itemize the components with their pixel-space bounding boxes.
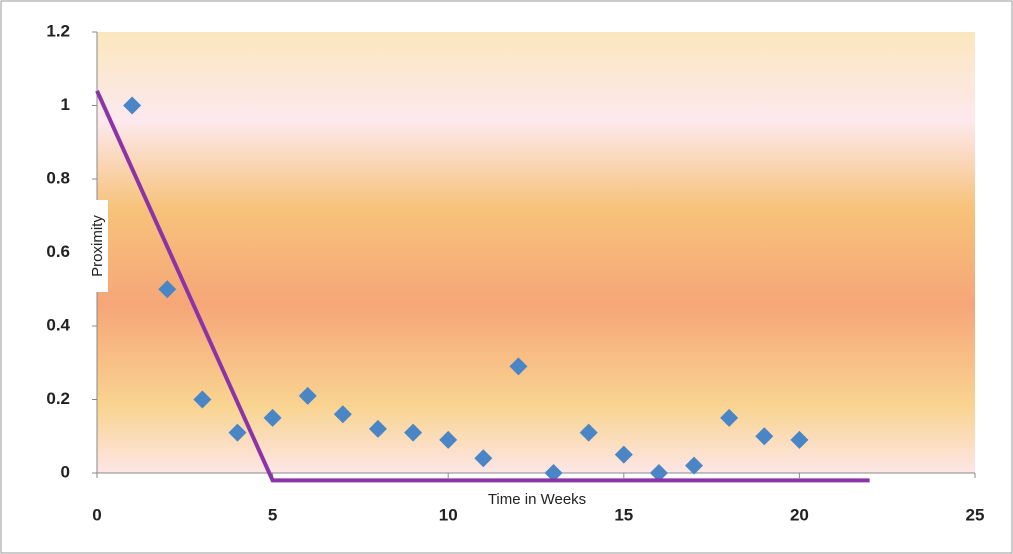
point	[685, 456, 704, 475]
x-tick-label: 15	[614, 505, 633, 524]
x-tick-label: 20	[790, 505, 809, 524]
point	[228, 423, 247, 442]
line	[95, 89, 870, 483]
point	[193, 390, 212, 409]
point	[544, 464, 563, 482]
point	[123, 96, 142, 115]
y-tick-label: 0.8	[46, 168, 70, 187]
y-tick-label: 0.6	[46, 242, 70, 261]
plot-area	[97, 32, 975, 473]
point	[333, 405, 352, 424]
x-tick-label: 10	[439, 505, 458, 524]
point	[263, 408, 282, 427]
y-tick-label: 0	[61, 462, 70, 481]
point	[720, 408, 739, 427]
point	[439, 430, 458, 449]
y-axis-label: Proximity	[89, 215, 106, 277]
point	[474, 449, 493, 468]
point	[579, 423, 598, 442]
point	[614, 445, 633, 464]
point	[404, 423, 423, 442]
y-tick-label: 1.2	[46, 21, 70, 40]
x-axis-label: Time in Weeks	[488, 491, 586, 508]
point	[755, 427, 774, 446]
point	[158, 280, 177, 299]
point	[790, 430, 809, 449]
x-tick-label: 25	[966, 505, 985, 524]
y-tick-label: 0.4	[46, 315, 70, 334]
point	[509, 357, 528, 376]
y-label-bg	[86, 200, 108, 292]
point	[298, 386, 317, 405]
x-tick-label: 5	[268, 505, 277, 524]
point	[649, 464, 668, 482]
y-tick-label: 1	[61, 95, 70, 114]
point	[368, 419, 387, 438]
x-tick-label: 0	[92, 505, 101, 524]
y-tick-label: 0.2	[46, 389, 70, 408]
